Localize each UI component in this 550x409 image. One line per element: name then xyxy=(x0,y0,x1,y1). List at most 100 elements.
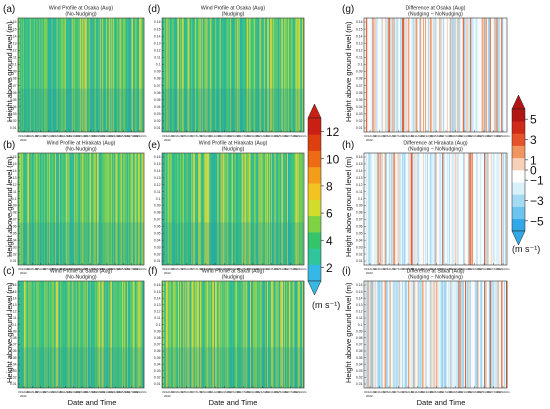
heat-column-e-47 xyxy=(206,153,208,265)
heat-column-g-134 xyxy=(491,18,493,132)
heat-column-a-20 xyxy=(34,18,36,132)
colorbar-diff-tick-label-2: −1 xyxy=(530,174,544,188)
heat-column-a-13 xyxy=(28,18,31,132)
heat-column-f-52 xyxy=(211,281,213,388)
heat-column-a-1 xyxy=(18,18,20,132)
heat-column-c-127 xyxy=(124,281,126,388)
heat-column-d-100 xyxy=(256,18,258,132)
heat-column-g-35 xyxy=(397,18,399,132)
heat-column-g-148 xyxy=(505,18,507,132)
heat-column-f-122 xyxy=(277,281,279,388)
panel-frame-f xyxy=(161,280,305,389)
heat-column-b-120 xyxy=(118,153,120,265)
low-level-band-f xyxy=(162,347,304,388)
xtick-label-i-10: 0021AUG xyxy=(458,390,472,394)
heat-column-g-101 xyxy=(460,18,462,132)
heat-column-f-24 xyxy=(184,281,186,388)
heat-column-b-22 xyxy=(36,153,38,265)
heat-column-c-3 xyxy=(20,281,22,388)
heat-column-c-133 xyxy=(129,281,131,388)
heat-column-f-1 xyxy=(162,281,165,388)
heat-column-i-79 xyxy=(439,281,441,388)
heat-column-h-9 xyxy=(372,153,374,265)
heat-column-b-117 xyxy=(116,153,118,265)
ytick-label-e-12: 0.13 xyxy=(154,176,161,180)
ytick-label-h-5: 0.06 xyxy=(356,225,363,229)
heat-column-d-102 xyxy=(258,18,260,132)
heat-column-e-90 xyxy=(247,153,249,265)
colorbar-diff-tick-label-5: 3 xyxy=(530,133,537,147)
heat-column-c-103 xyxy=(104,281,106,388)
heat-column-a-100 xyxy=(102,18,104,132)
heat-column-d-73 xyxy=(231,18,233,132)
heat-column-a-50 xyxy=(60,18,62,132)
ytick-label-f-13: 0.14 xyxy=(154,296,161,300)
heat-column-b-80 xyxy=(85,153,87,265)
xtick-label-f-12: 0025AUG xyxy=(275,390,289,394)
xtick-label-h-11: 0023AUG xyxy=(468,267,482,271)
heat-column-d-41 xyxy=(200,18,203,132)
xtick-label-d-12: 0025AUG xyxy=(275,134,289,138)
heat-column-a-25 xyxy=(39,18,41,132)
heat-column-b-70 xyxy=(76,153,78,265)
heat-column-a-109 xyxy=(109,18,111,132)
heat-column-h-45 xyxy=(406,153,409,265)
xtick-label-h-1: 003AUG xyxy=(374,267,386,271)
heat-column-i-6 xyxy=(369,281,371,388)
heat-column-h-118 xyxy=(476,153,478,265)
heat-column-b-140 xyxy=(135,153,137,265)
heat-column-f-18 xyxy=(179,281,181,388)
heat-column-a-40 xyxy=(51,18,53,132)
heat-column-i-129 xyxy=(486,281,489,388)
xtick-label-h-12: 0025AUG xyxy=(477,267,491,271)
heat-column-a-11 xyxy=(27,18,29,132)
ytick-label-g-14: 0.15 xyxy=(356,27,363,31)
heat-column-f-4 xyxy=(165,281,167,388)
heat-column-c-31 xyxy=(44,281,46,388)
heat-column-g-126 xyxy=(484,18,486,132)
heat-column-b-78 xyxy=(83,153,85,265)
heat-column-i-119 xyxy=(477,281,479,388)
heat-column-f-105 xyxy=(261,281,263,388)
panel-letter-h: (h) xyxy=(342,140,355,151)
heat-column-h-55 xyxy=(416,153,418,265)
heat-column-i-134 xyxy=(491,281,493,388)
heat-column-d-149 xyxy=(303,18,305,132)
low-level-band-e xyxy=(162,222,304,265)
heat-column-c-61 xyxy=(69,281,71,388)
heat-column-a-137 xyxy=(133,18,135,132)
colorbar-diff-unit: (m s⁻¹) xyxy=(512,244,541,254)
heat-column-d-142 xyxy=(296,18,298,132)
ytick-label-c-9: 0.1 xyxy=(12,323,17,327)
heat-column-g-86 xyxy=(445,18,448,132)
heat-column-i-21 xyxy=(384,281,386,388)
heat-column-c-107 xyxy=(107,281,109,388)
heat-column-i-0 xyxy=(364,281,366,388)
heat-column-h-16 xyxy=(379,153,381,265)
heat-column-e-9 xyxy=(170,153,172,265)
heat-column-e-75 xyxy=(233,153,235,265)
xtick-label-i-11: 0023AUG xyxy=(468,390,482,394)
xtick-label-b-10: 0021AUG xyxy=(100,267,114,271)
heat-column-i-108 xyxy=(466,281,469,388)
heat-column-c-108 xyxy=(108,281,110,388)
heat-column-c-122 xyxy=(120,281,122,388)
heat-column-g-107 xyxy=(466,18,468,132)
heat-column-b-147 xyxy=(141,153,143,265)
ytick-label-b-10: 0.11 xyxy=(10,190,16,194)
panel-letter-b: (b) xyxy=(3,140,16,151)
heat-column-h-85 xyxy=(445,153,447,265)
ytick-label-a-9: 0.1 xyxy=(12,63,17,67)
heat-column-b-5 xyxy=(22,153,24,265)
ytick-label-d-13: 0.14 xyxy=(154,34,161,38)
heat-column-h-142 xyxy=(499,153,501,265)
heat-column-b-60 xyxy=(68,153,70,265)
xtick-label-c-7: 0015AUG xyxy=(75,390,89,394)
heat-column-h-13 xyxy=(376,153,378,265)
heat-column-c-67 xyxy=(74,281,76,388)
heat-column-f-123 xyxy=(278,281,280,388)
heat-column-d-95 xyxy=(251,18,254,132)
heat-column-i-65 xyxy=(425,281,428,388)
heat-column-b-28 xyxy=(41,153,43,265)
heat-column-i-10 xyxy=(373,281,375,388)
